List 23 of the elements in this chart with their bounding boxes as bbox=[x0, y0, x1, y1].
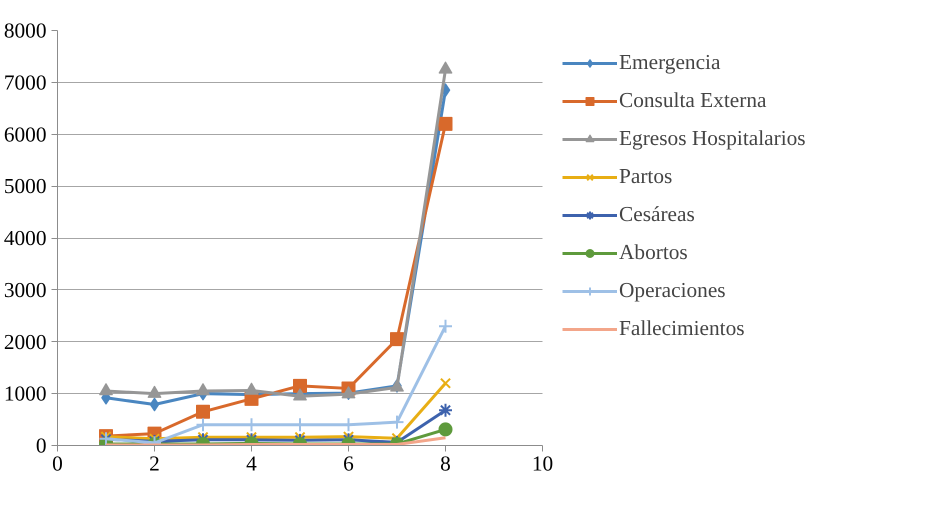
y-tick-label: 4000 bbox=[4, 226, 46, 250]
y-tick-label: 6000 bbox=[4, 122, 46, 146]
legend-label: Partos bbox=[619, 164, 672, 189]
legend-label: Fallecimientos bbox=[619, 316, 745, 341]
legend-label: Egresos Hospitalarios bbox=[619, 126, 806, 151]
x-tick-label: 0 bbox=[52, 452, 63, 476]
x-tick-label: 6 bbox=[343, 452, 354, 476]
legend-label: Emergencia bbox=[619, 50, 720, 75]
x-tick-label: 2 bbox=[149, 452, 160, 476]
legend-label: Abortos bbox=[619, 240, 688, 265]
y-tick-label: 2000 bbox=[4, 330, 46, 354]
y-tick-label: 3000 bbox=[4, 278, 46, 302]
x-tick-label: 10 bbox=[532, 452, 554, 476]
y-tick-label: 1000 bbox=[4, 382, 46, 406]
x-tick-label: 4 bbox=[246, 452, 258, 476]
y-tick-label: 5000 bbox=[4, 174, 46, 198]
legend-label: Consulta Externa bbox=[619, 88, 766, 113]
y-tick-label: 0 bbox=[36, 434, 47, 458]
legend-label: Operaciones bbox=[619, 278, 726, 303]
x-tick-label: 8 bbox=[440, 452, 451, 476]
legend-label: Cesáreas bbox=[619, 202, 695, 227]
y-tick-label: 7000 bbox=[4, 70, 46, 94]
y-tick-label: 8000 bbox=[4, 18, 46, 42]
